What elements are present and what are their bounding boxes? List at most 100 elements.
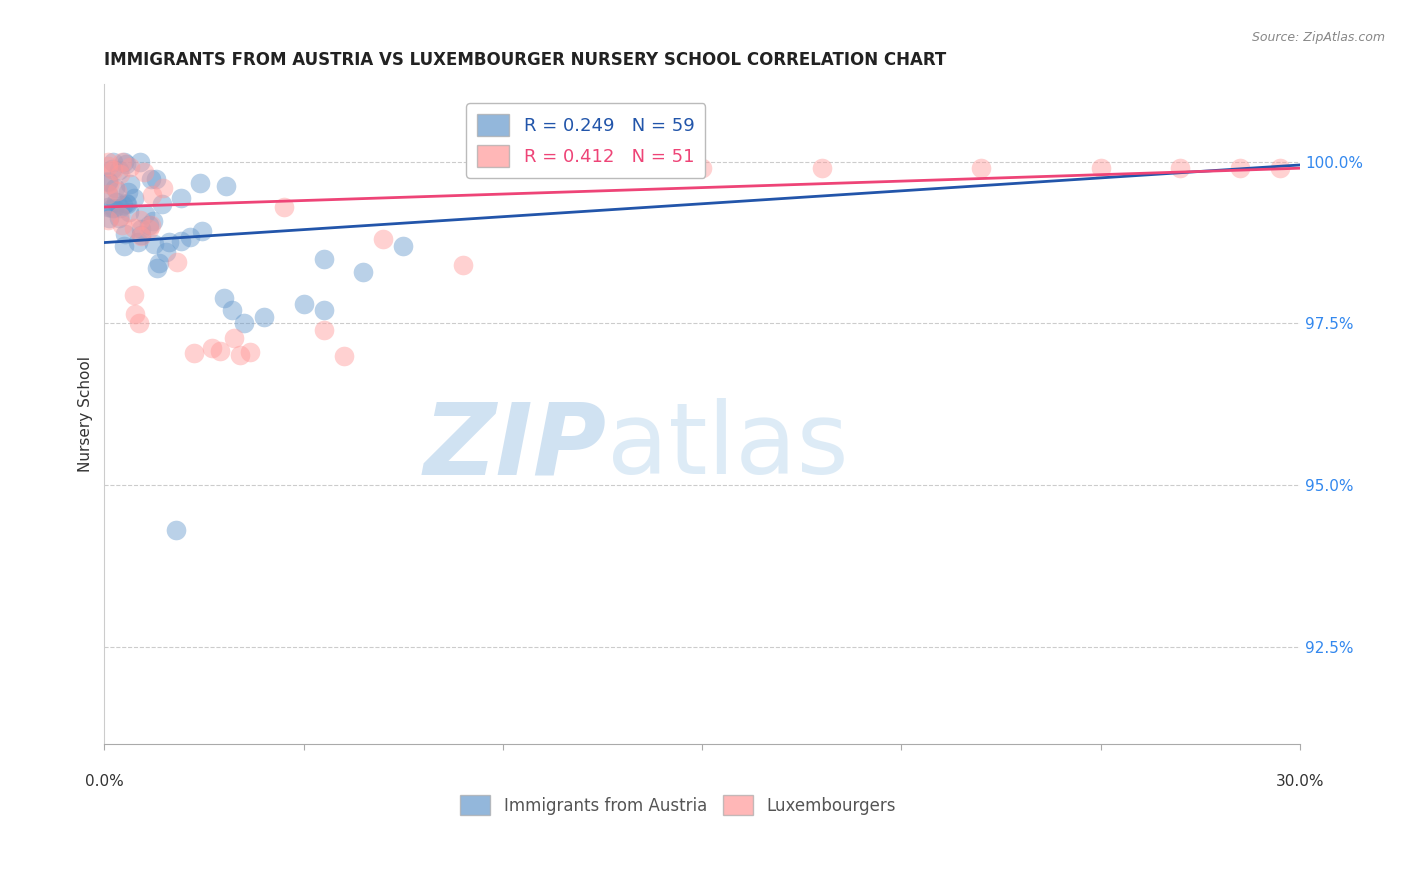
Point [124,221,146,235]
Point [112,238,135,252]
Point [352,265,374,279]
Point [1090,161,1112,176]
Point [188,176,211,190]
Point [128,213,150,227]
Point [222,331,245,345]
Point [115,196,138,211]
Point [97,211,120,225]
Point [111,218,134,232]
Point [128,154,150,169]
Point [97,177,120,191]
Point [201,341,224,355]
Point [392,239,415,253]
Point [100,161,122,176]
Text: 0.0%: 0.0% [84,774,124,789]
Point [152,181,174,195]
Point [108,162,131,177]
Point [103,162,125,177]
Point [157,235,180,249]
Text: 30.0%: 30.0% [1275,774,1324,789]
Point [332,349,354,363]
Point [571,161,593,176]
Point [810,161,832,176]
Point [129,222,152,236]
Point [111,154,134,169]
Point [221,303,243,318]
Point [1229,161,1251,176]
Point [145,261,167,276]
Point [115,197,138,211]
Point [124,307,146,321]
Point [141,187,163,202]
Point [97,200,120,214]
Point [129,229,152,244]
Point [97,213,120,227]
Point [129,228,152,243]
Point [970,161,993,176]
Point [108,211,131,225]
Legend: Immigrants from Austria, Luxembourgers: Immigrants from Austria, Luxembourgers [454,789,903,822]
Point [239,344,262,359]
Point [97,174,120,188]
Point [114,227,136,241]
Point [97,154,120,169]
Point [145,171,167,186]
Point [105,184,128,198]
Point [142,214,165,228]
Point [166,254,188,268]
Point [97,186,120,201]
Point [1170,161,1192,176]
Point [122,191,145,205]
Point [165,524,187,538]
Point [229,348,252,362]
Point [451,258,474,272]
Text: IMMIGRANTS FROM AUSTRIA VS LUXEMBOURGER NURSERY SCHOOL CORRELATION CHART: IMMIGRANTS FROM AUSTRIA VS LUXEMBOURGER … [104,51,946,69]
Point [1268,161,1291,176]
Point [215,179,238,194]
Point [212,291,235,305]
Point [115,157,138,171]
Point [97,186,120,201]
Text: Source: ZipAtlas.com: Source: ZipAtlas.com [1251,31,1385,45]
Point [114,154,136,169]
Point [97,175,120,189]
Point [138,218,160,232]
Point [152,197,174,211]
Point [139,218,162,232]
Point [127,235,149,250]
Point [312,323,335,337]
Point [134,165,156,179]
Point [690,161,713,176]
Point [128,316,150,330]
Point [138,221,160,235]
Point [108,167,131,181]
Point [143,236,166,251]
Point [292,297,315,311]
Point [101,154,124,169]
Point [118,161,141,175]
Point [170,191,193,205]
Point [671,161,693,176]
Point [117,185,139,199]
Point [253,310,276,324]
Y-axis label: Nursery School: Nursery School [79,356,93,472]
Text: ZIP: ZIP [423,399,606,495]
Point [101,201,124,215]
Point [108,201,131,215]
Point [183,346,205,360]
Point [209,343,232,358]
Point [373,232,395,246]
Point [190,224,212,238]
Point [118,205,141,219]
Point [97,159,120,173]
Point [104,181,127,195]
Point [571,161,593,176]
Text: atlas: atlas [606,399,848,495]
Point [312,303,335,318]
Point [103,202,125,216]
Point [155,244,177,259]
Point [170,234,193,248]
Point [134,207,156,221]
Point [139,171,162,186]
Point [312,252,335,266]
